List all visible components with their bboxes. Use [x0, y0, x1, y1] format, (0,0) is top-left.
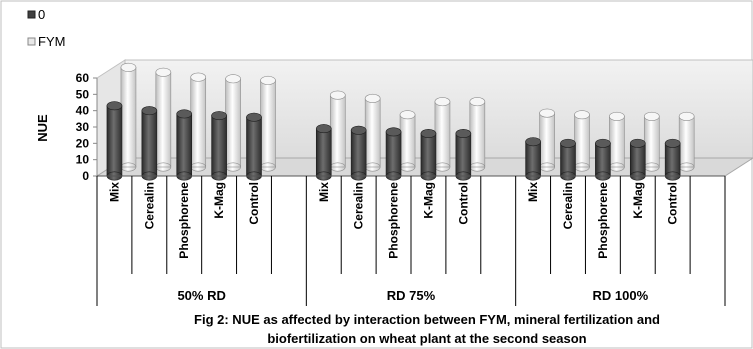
bar-0 [664, 138, 681, 181]
bar-0 [629, 138, 646, 181]
bar-fym [399, 110, 416, 172]
legend-swatch-fym [27, 37, 36, 46]
bar-fym [364, 93, 381, 172]
bar-fym [329, 90, 346, 172]
x-category-label: Mix [526, 182, 540, 202]
bar-fym [260, 75, 276, 172]
x-category-label: Control [456, 182, 470, 225]
y-tick-label: 10 [76, 153, 90, 167]
bar-0 [385, 127, 402, 181]
bar-fym [643, 111, 660, 172]
bar-fym [539, 108, 555, 172]
figure-caption-line-1: Fig 2: NUE as affected by interaction be… [194, 312, 660, 327]
legend-label-fym: FYM [38, 34, 65, 49]
bar-0 [246, 112, 262, 181]
figure-caption-line-2: biofertilization on wheat plant at the s… [267, 331, 586, 346]
bar-0 [176, 109, 193, 181]
bar-fym [434, 97, 451, 172]
bar-0 [315, 124, 332, 181]
y-tick-label: 40 [76, 104, 90, 118]
bar-fym [574, 110, 590, 172]
x-category-label: Cerealin [352, 182, 366, 229]
bar-fym [155, 67, 172, 172]
bar-0 [455, 129, 472, 181]
x-axis: Mix Cerealin Phosphorene K-Mag Control 50% RD… [96, 175, 726, 306]
x-category-label: Mix [317, 182, 331, 202]
y-tick-label: 60 [76, 71, 90, 85]
x-category-label: Cerealin [142, 182, 156, 229]
x-category-label: Phosphorene [177, 182, 191, 259]
x-group-label: RD 100% [593, 288, 649, 303]
y-tick-label: 20 [76, 136, 90, 150]
bar-0 [141, 106, 158, 181]
bar-fym [678, 111, 695, 172]
bar-fym [225, 74, 241, 172]
x-category-label: K-Mag [212, 182, 226, 219]
legend-label-0: 0 [38, 7, 45, 22]
bar-0 [211, 111, 227, 181]
x-category-label: Phosphorene [596, 182, 610, 259]
x-category-label: K-Mag [631, 182, 645, 219]
x-group-label: RD 75% [387, 288, 436, 303]
x-category-label: K-Mag [421, 182, 435, 219]
bar-fym [120, 62, 137, 172]
y-tick-label: 30 [76, 120, 90, 134]
x-category-label: Control [666, 182, 680, 225]
y-tick-label: 0 [82, 169, 89, 183]
bar-0 [106, 101, 123, 181]
y-tick-label: 50 [76, 87, 90, 101]
bar-fym [609, 111, 625, 172]
bar-fym [190, 72, 207, 172]
x-category-label: Cerealin [561, 182, 575, 229]
bar-fym [469, 97, 486, 172]
x-group-label: 50% RD [177, 288, 225, 303]
legend-swatch-0 [27, 10, 36, 19]
x-category-label: Phosphorene [387, 182, 401, 259]
bar-0 [420, 129, 437, 181]
bar-0 [560, 138, 576, 181]
legend: 0 FYM [27, 7, 65, 49]
bar-0 [595, 138, 611, 181]
bar-0 [350, 125, 367, 181]
bar-0 [525, 137, 541, 181]
y-axis-label: NUE [35, 114, 50, 142]
x-category-label: Control [247, 182, 261, 225]
x-category-label: Mix [107, 182, 121, 202]
y-axis: 0 10 20 30 40 50 60 [76, 71, 98, 183]
